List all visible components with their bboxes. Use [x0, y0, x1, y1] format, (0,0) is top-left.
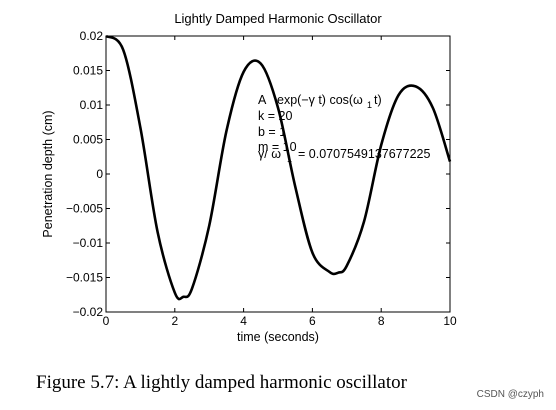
- x-tick-label: 4: [240, 314, 247, 328]
- annotation-formula-b: exp(−γ t) cos(ω: [277, 93, 363, 107]
- plot-frame: [105, 35, 451, 313]
- y-tick-label: 0.005: [73, 133, 103, 147]
- y-tick-label: 0: [96, 167, 103, 181]
- y-axis-label: Penetration depth (cm): [41, 110, 55, 237]
- series-line: [105, 34, 452, 301]
- annotation-b: b = 1: [258, 125, 286, 139]
- annotation-formula-sub: 1: [367, 100, 372, 110]
- annotation-formula-c: t): [374, 93, 382, 107]
- x-tick-label: 8: [378, 314, 385, 328]
- chart-title: Lightly Damped Harmonic Oscillator: [174, 11, 382, 26]
- axis-ticks: 0 2 4 6 8 10 0.02 0.015 0.01 0.005 0 −0.005 −0.01 −0.…: [66, 29, 457, 328]
- x-tick-label: 2: [171, 314, 178, 328]
- y-tick-label: 0.015: [73, 64, 103, 78]
- annotation-gamma-a: γ/ ω: [258, 147, 281, 161]
- annotation-formula-a: A: [258, 93, 267, 107]
- x-tick-label: 10: [443, 314, 457, 328]
- x-tick-label: 6: [309, 314, 316, 328]
- watermark: CSDN @czyph: [476, 389, 544, 400]
- annotation-gamma-sub: 1: [287, 154, 292, 164]
- formula-annotation: A exp(−γ t) cos(ω 1 t) k = 20 b = 1 m = …: [258, 93, 430, 164]
- x-tick-label: 0: [103, 314, 110, 328]
- y-tick-label: −0.02: [73, 305, 104, 319]
- annotation-k: k = 20: [258, 109, 292, 123]
- annotation-gamma-b: = 0.0707549137677225: [298, 147, 430, 161]
- figure-caption: Figure 5.7: A lightly damped harmonic os…: [36, 372, 407, 393]
- y-tick-label: −0.005: [66, 202, 103, 216]
- y-tick-label: −0.01: [73, 236, 104, 250]
- x-axis-label: time (seconds): [237, 330, 319, 344]
- annotation-m: m = 10: [258, 140, 297, 154]
- y-tick-label: 0.01: [80, 98, 104, 112]
- y-tick-label: −0.015: [66, 271, 103, 285]
- y-tick-label: 0.02: [80, 29, 104, 43]
